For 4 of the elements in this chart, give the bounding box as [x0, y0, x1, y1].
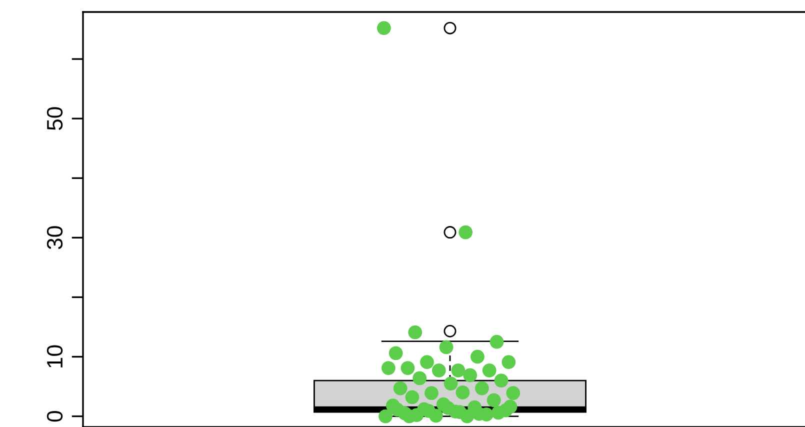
y-tick-label: 0 [46, 410, 63, 422]
y-tick-label: 30 [46, 226, 63, 250]
y-tick-label: 50 [46, 107, 63, 130]
y-tick-label: 10 [46, 345, 63, 368]
